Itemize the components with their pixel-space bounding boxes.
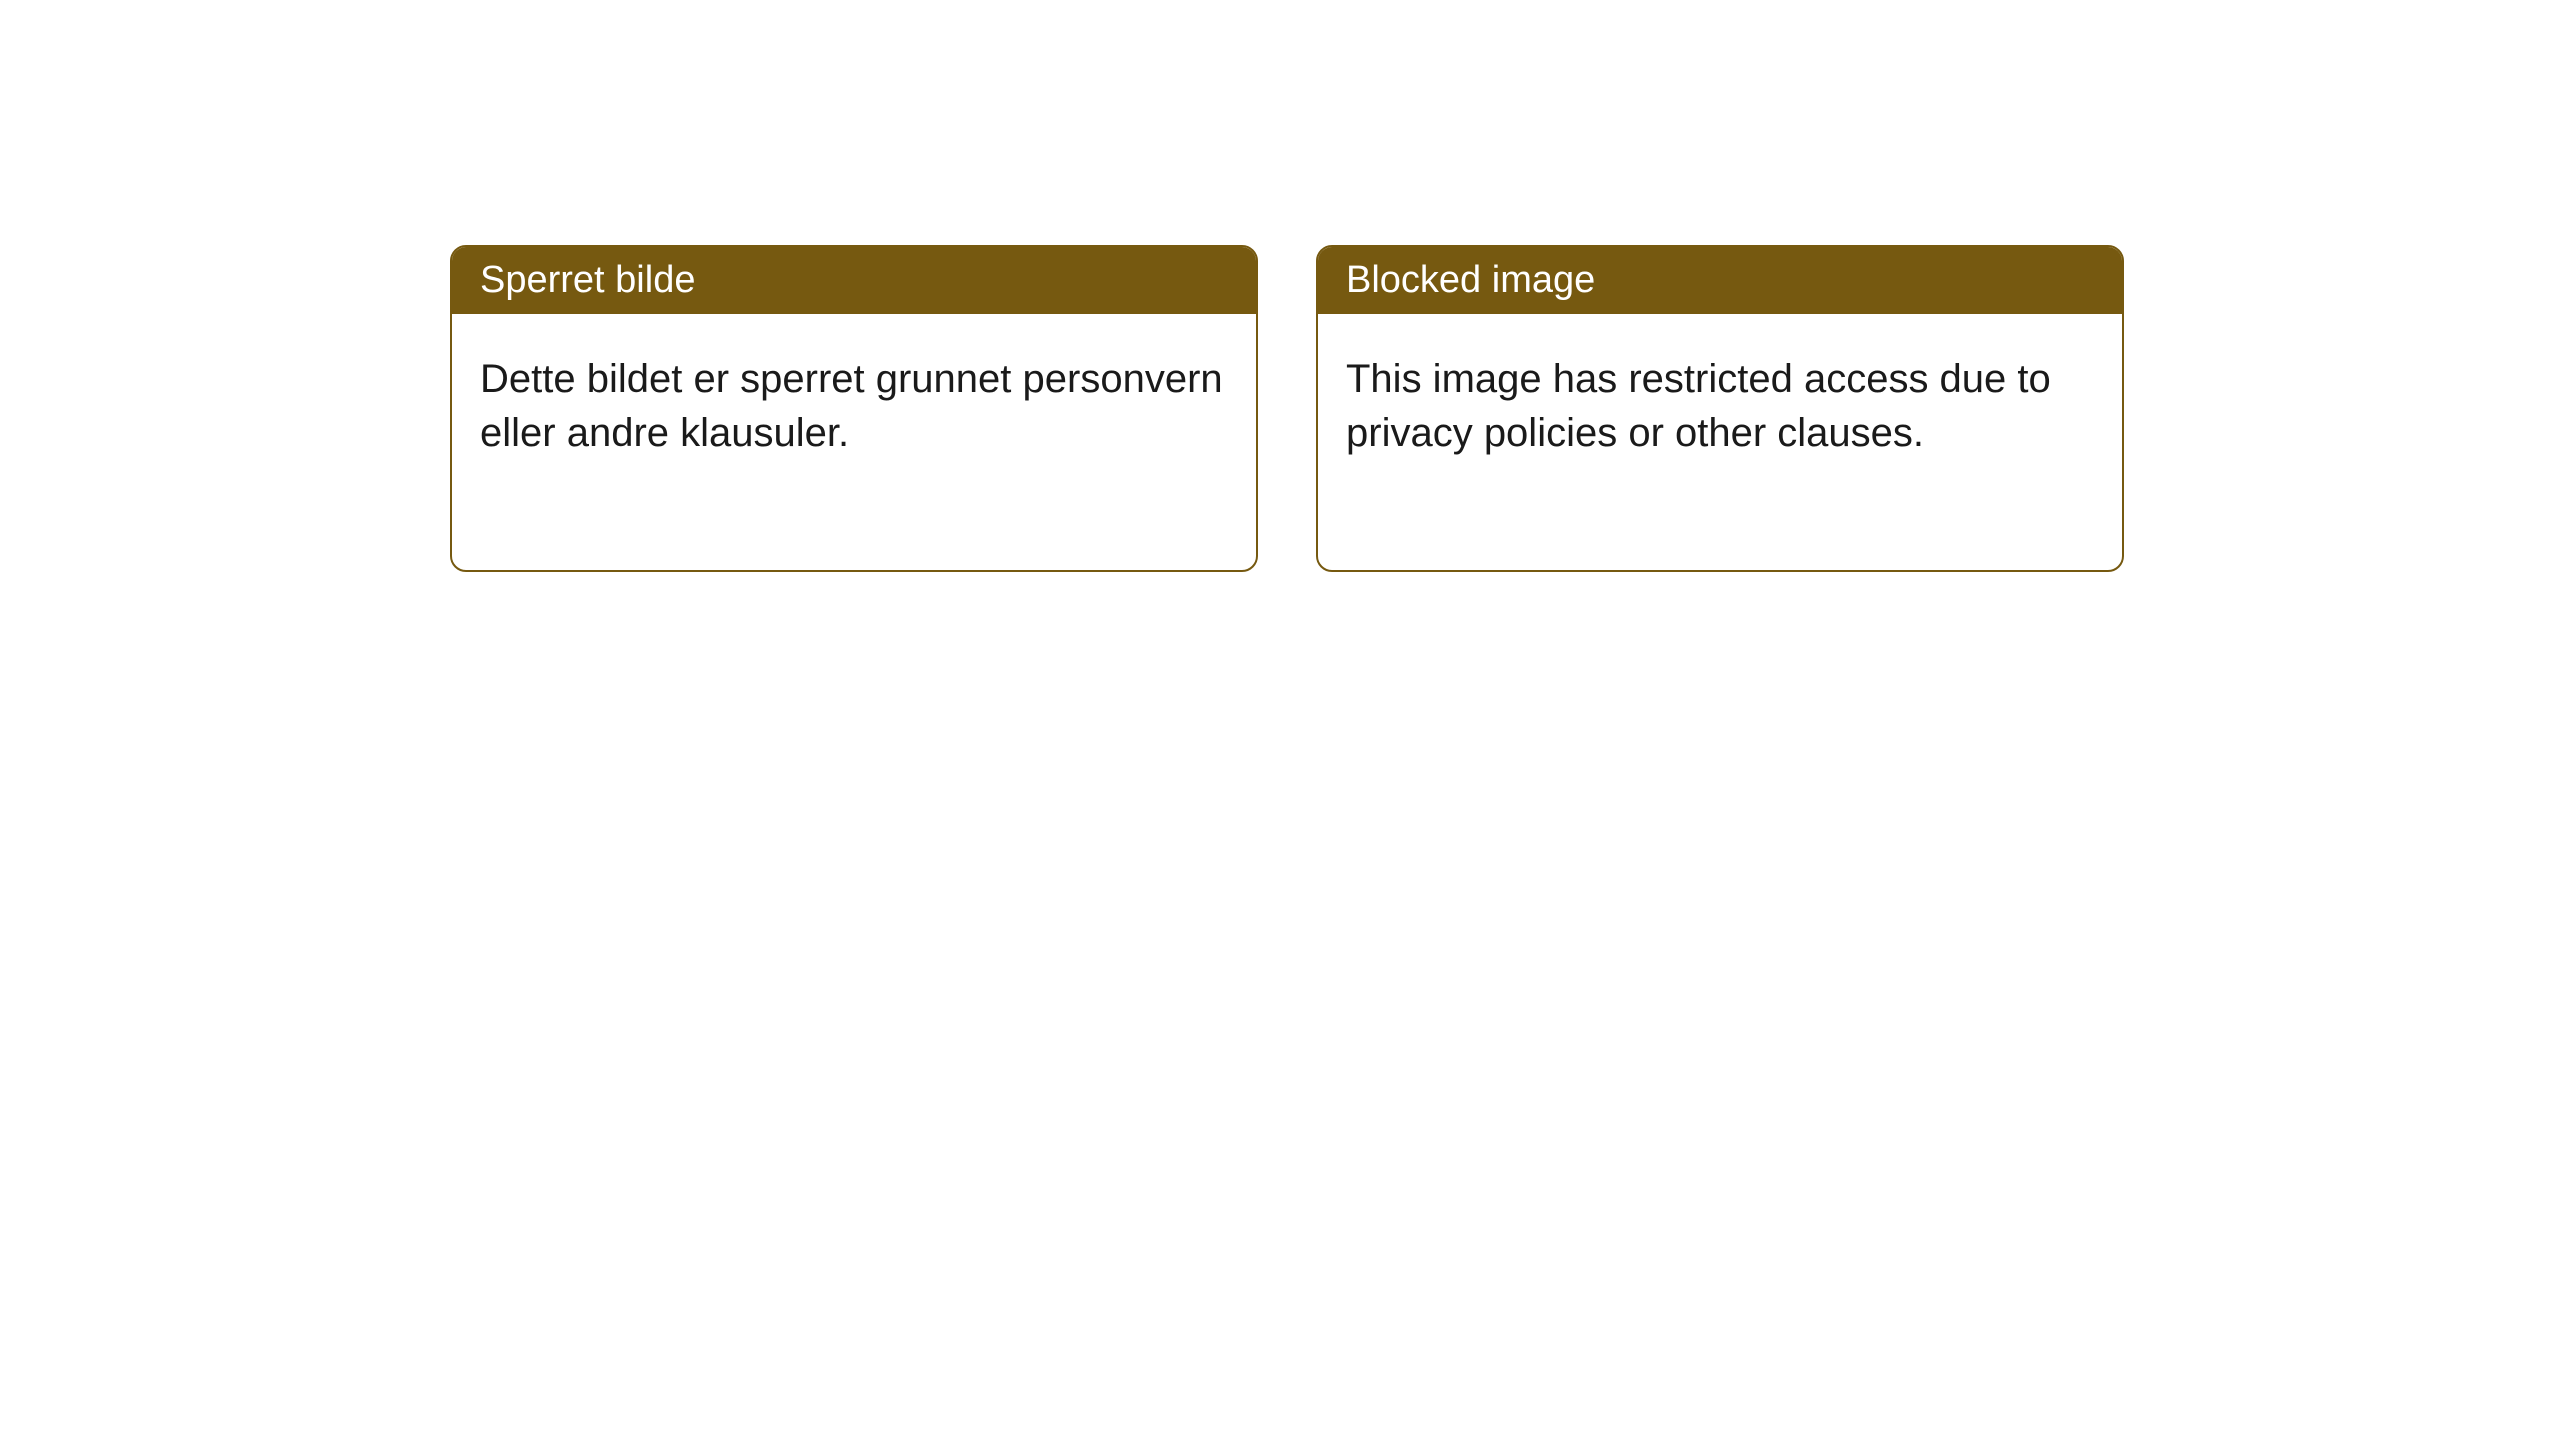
notice-body-english: This image has restricted access due to … [1318, 314, 2122, 570]
notice-header-english: Blocked image [1318, 247, 2122, 314]
notice-header-norwegian: Sperret bilde [452, 247, 1256, 314]
notice-card-norwegian: Sperret bilde Dette bildet er sperret gr… [450, 245, 1258, 572]
notice-body-norwegian: Dette bildet er sperret grunnet personve… [452, 314, 1256, 570]
notice-card-english: Blocked image This image has restricted … [1316, 245, 2124, 572]
notice-container: Sperret bilde Dette bildet er sperret gr… [0, 0, 2560, 572]
